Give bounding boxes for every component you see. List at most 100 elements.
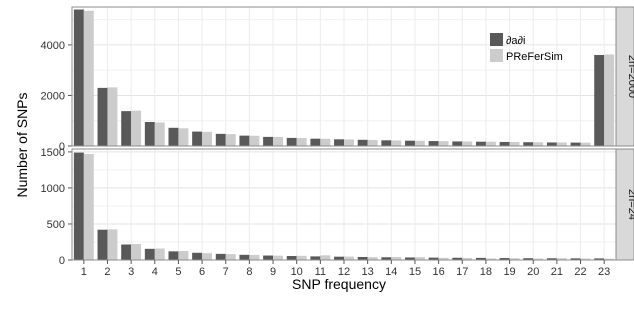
bar [367, 139, 378, 146]
x-axis-title: SNP frequency [292, 276, 386, 292]
strip-label: 2n=24 [626, 189, 634, 220]
bar [154, 122, 165, 146]
bar [499, 258, 510, 260]
bar [570, 258, 581, 260]
bar [604, 54, 615, 146]
x-tick-label: 17 [456, 266, 468, 278]
bar [367, 257, 378, 260]
bar [604, 258, 615, 260]
x-tick-label: 20 [527, 266, 539, 278]
bar [202, 131, 213, 146]
bar [73, 152, 84, 260]
bar [296, 255, 307, 260]
y-axis-title: Number of SNPs [14, 92, 30, 197]
bar [225, 254, 236, 260]
bar [344, 139, 354, 146]
bar [107, 229, 118, 260]
panel-0: 0 2000 4000 2n=2000 [41, 6, 634, 153]
x-tick-label: 18 [480, 266, 492, 278]
bar [263, 136, 274, 146]
bar [286, 137, 297, 146]
legend-swatch [490, 33, 503, 46]
bar [215, 253, 226, 260]
bar [215, 133, 226, 146]
bar [83, 154, 94, 260]
x-tick-label: 4 [152, 266, 158, 278]
bar [131, 243, 142, 260]
bar [546, 142, 557, 146]
bar [438, 257, 449, 260]
bar [273, 255, 283, 260]
bar [475, 141, 486, 146]
bar [97, 229, 108, 260]
bar [556, 142, 567, 146]
bar [475, 257, 486, 260]
x-tick-label: 23 [598, 266, 610, 278]
legend: ∂a∂i PReFerSim [490, 33, 563, 63]
bar [391, 140, 402, 146]
legend-label: PReFerSim [506, 51, 563, 63]
bar [144, 121, 155, 146]
x-tick-label: 22 [574, 266, 586, 278]
bar [357, 256, 368, 260]
bar [594, 258, 605, 260]
bar [178, 128, 189, 146]
y-tick-label: 1000 [41, 183, 65, 195]
y-tick-label: 1500 [41, 147, 65, 159]
bar [570, 142, 581, 146]
bar [296, 138, 307, 146]
bar [131, 110, 142, 146]
strip-label: 2n=2000 [626, 55, 634, 98]
bar [533, 258, 544, 260]
bar [249, 254, 260, 260]
bar [523, 258, 534, 260]
x-tick-label: 2 [104, 266, 110, 278]
x-tick-label: 8 [246, 266, 252, 278]
bar [509, 258, 520, 260]
bar [580, 142, 591, 146]
bar [405, 257, 415, 260]
bar [556, 258, 567, 260]
bar [121, 111, 132, 146]
x-tick-label: 19 [503, 266, 515, 278]
strip-background [615, 6, 634, 147]
bar [73, 9, 84, 147]
bar [452, 141, 463, 146]
bar [357, 139, 368, 146]
x-tick-label: 15 [409, 266, 421, 278]
bar [286, 256, 297, 260]
bar [414, 257, 425, 260]
bar [225, 134, 236, 146]
bar [249, 135, 260, 146]
bar [83, 10, 94, 146]
bar [428, 257, 439, 260]
bar [334, 256, 344, 260]
x-tick-label: 11 [315, 266, 326, 278]
bar [499, 141, 510, 146]
x-tick-label: 6 [199, 266, 205, 278]
y-tick-label: 500 [47, 219, 65, 231]
bar [107, 87, 118, 146]
bar [192, 252, 203, 260]
bar [485, 141, 496, 146]
bar [273, 137, 283, 146]
x-tick-label: 13 [362, 266, 374, 278]
bar [334, 139, 344, 146]
y-tick-label: 2000 [41, 90, 65, 102]
bar [485, 258, 496, 260]
bar [452, 257, 463, 260]
panel-1: 0 500 1000 1500 2n=24 [41, 147, 634, 267]
bar [239, 254, 250, 260]
bar [405, 140, 415, 146]
bar [154, 248, 165, 260]
x-tick-label: 12 [338, 266, 350, 278]
bar [144, 248, 155, 260]
x-tick-label: 3 [128, 266, 134, 278]
bar [546, 258, 557, 260]
x-axis: 1 2 3 4 5 6 7 8 9 10 11 12 13 14 15 16 17 18 19 20 21 22 23 [81, 260, 610, 278]
bar [391, 256, 402, 260]
y-tick-label: 4000 [41, 40, 65, 52]
bar [310, 256, 321, 260]
